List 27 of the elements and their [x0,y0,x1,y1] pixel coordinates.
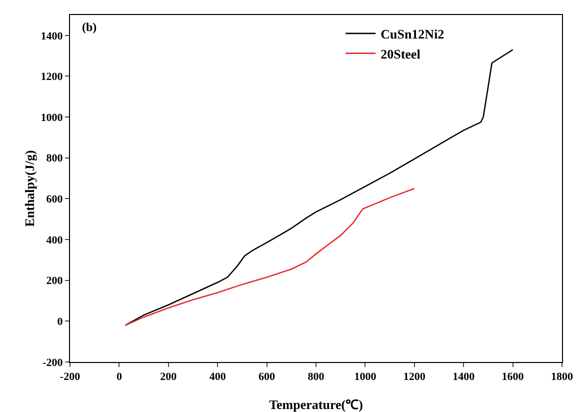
x-tick-label: 1800 [551,371,574,384]
line-series [124,188,416,326]
x-tick-label: 400 [209,371,226,384]
y-tick-label: 400 [46,234,64,246]
y-tick-label: 1000 [40,112,64,124]
x-tick-label: 800 [308,371,325,384]
x-tick-label: 0 [116,371,122,384]
x-tick-label: 200 [160,371,178,384]
y-tick-label: 1400 [40,30,64,42]
y-tick-label: -200 [42,356,64,369]
x-tick-label: 1000 [354,371,377,384]
x-tick-label: 1200 [403,371,426,384]
x-tick-label: 1600 [502,371,524,384]
y-tick-label: 600 [46,194,64,206]
y-tick-label: 800 [46,152,64,165]
x-tick-label: -200 [60,371,81,384]
legend-label: 20Steel [380,46,421,62]
line-series [124,49,514,326]
y-axis-title: Enthalpy(J/g) [22,150,37,227]
x-tick-label: 1400 [452,371,476,384]
y-tick-label: 1200 [40,71,64,84]
x-axis-title: Temperature(℃) [269,397,363,412]
legend-label: CuSn12Ni2 [380,26,444,42]
x-tick-label: 600 [258,371,276,384]
y-tick-label: 0 [57,316,64,328]
y-tick-label: 200 [46,275,64,288]
annotation: (b) [82,20,97,34]
